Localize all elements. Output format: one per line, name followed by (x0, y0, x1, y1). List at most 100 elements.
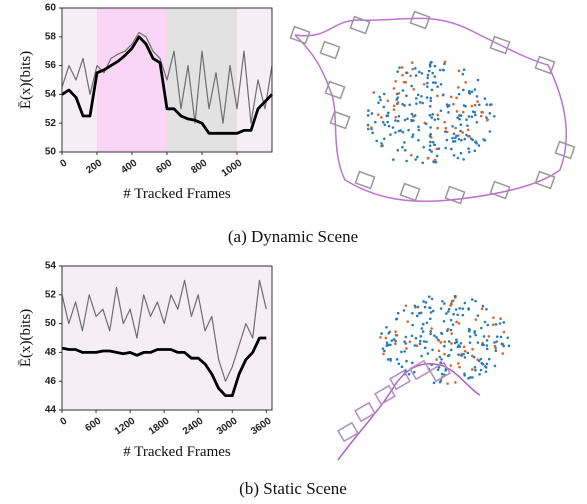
point (436, 155, 439, 158)
point (396, 358, 399, 361)
point (453, 154, 456, 157)
point (414, 305, 417, 308)
point (482, 305, 485, 308)
point (496, 335, 499, 338)
camera (490, 182, 509, 199)
point (435, 358, 438, 361)
point (460, 114, 463, 117)
camera (355, 403, 375, 421)
point (380, 142, 383, 145)
point (411, 362, 414, 365)
point (415, 337, 418, 340)
x-tick-label: 600 (154, 157, 174, 176)
point (394, 340, 397, 343)
y-tick-label: 50 (45, 318, 57, 329)
point (378, 96, 381, 99)
point (503, 331, 506, 334)
point (453, 133, 456, 136)
point (431, 72, 434, 75)
point (456, 313, 459, 316)
point (402, 89, 405, 92)
point (471, 348, 474, 351)
point (433, 144, 436, 147)
point (387, 99, 390, 102)
point (451, 125, 454, 128)
point (494, 347, 497, 350)
point (464, 302, 467, 305)
point (429, 318, 432, 321)
point (408, 103, 411, 106)
point (380, 145, 383, 148)
point (392, 126, 395, 129)
point (420, 355, 423, 358)
point (408, 373, 411, 376)
point (447, 354, 450, 357)
point (455, 135, 458, 138)
y-tick-label: 54 (45, 89, 57, 100)
y-axis-title: Ē(x)(bits) (18, 51, 34, 109)
x-tick-label: 800 (189, 157, 209, 176)
page: {"chart_data": [ {"type": "line", "y_lab… (0, 0, 587, 504)
point (385, 326, 388, 329)
point (483, 335, 486, 338)
x-axis-title: # Tracked Frames (123, 186, 231, 202)
point (434, 75, 437, 78)
point (441, 373, 444, 376)
point (405, 71, 408, 74)
y-tick-label: 58 (45, 31, 57, 42)
point (468, 151, 471, 154)
point (432, 81, 435, 84)
point (460, 342, 463, 345)
point (367, 114, 370, 117)
point (428, 306, 431, 309)
point (411, 136, 414, 139)
point (467, 135, 470, 138)
point (387, 112, 390, 115)
point (421, 161, 424, 164)
point (417, 306, 420, 309)
point (466, 124, 469, 127)
point (375, 140, 378, 143)
point (440, 109, 443, 112)
point (442, 69, 445, 72)
point (435, 336, 438, 339)
point (471, 90, 474, 93)
point (458, 307, 461, 310)
point (389, 359, 392, 362)
point (405, 94, 408, 97)
point (457, 157, 460, 160)
point (419, 343, 422, 346)
point (389, 133, 392, 136)
point (403, 104, 406, 107)
point (452, 140, 455, 143)
point (382, 121, 385, 124)
point (434, 65, 437, 68)
point (419, 101, 422, 104)
point (459, 345, 462, 348)
point (387, 344, 390, 347)
point (506, 336, 509, 339)
point (474, 88, 477, 91)
point (440, 307, 443, 310)
point (450, 364, 453, 367)
point (469, 92, 472, 95)
point (415, 97, 418, 100)
point (383, 93, 386, 96)
point (414, 67, 417, 70)
y-tick-label: 60 (45, 3, 57, 14)
point (383, 137, 386, 140)
point (421, 72, 424, 75)
point (439, 69, 442, 72)
point (377, 113, 380, 116)
point (473, 356, 476, 359)
point (494, 365, 497, 368)
point (433, 334, 436, 337)
point (425, 301, 428, 304)
point (398, 130, 401, 133)
point (452, 103, 455, 106)
point (411, 324, 414, 327)
point (401, 366, 404, 369)
figure: (a) Dynamic Scene (b) Static Scene 50525… (0, 0, 587, 504)
point (437, 368, 440, 371)
point (476, 100, 479, 103)
